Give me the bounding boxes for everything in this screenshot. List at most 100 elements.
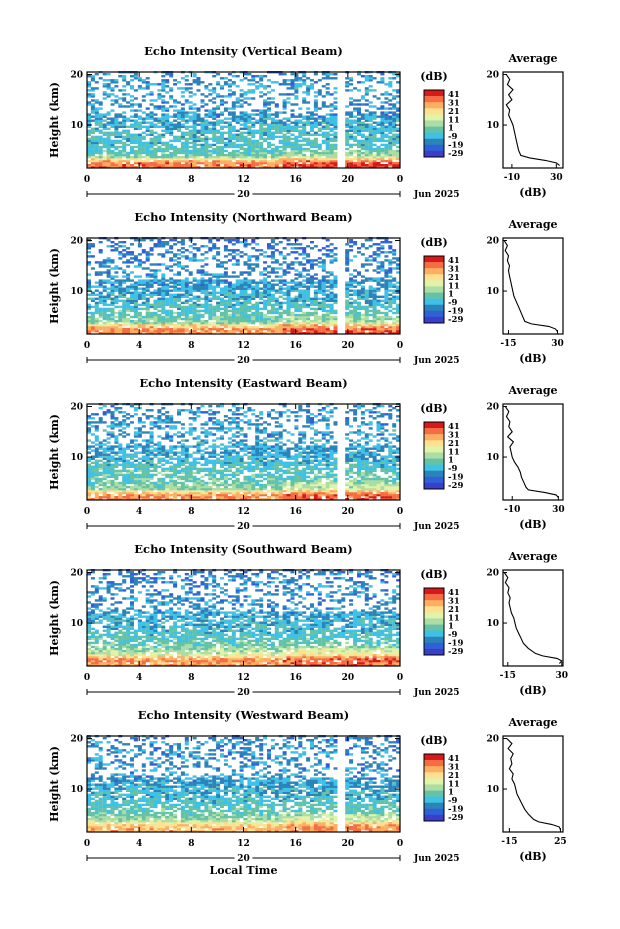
heatmap-cell	[149, 111, 154, 114]
heatmap-cell	[317, 321, 322, 325]
heatmap-cell	[145, 279, 150, 282]
heatmap-cell	[372, 77, 377, 80]
colorbar-segment	[424, 298, 444, 306]
heatmap-cell	[216, 305, 221, 309]
heatmap-cell	[360, 153, 365, 157]
heatmap-cell	[220, 151, 224, 155]
heatmap-cell	[137, 283, 142, 286]
heatmap-cell	[321, 332, 326, 335]
heatmap-cell	[180, 255, 185, 258]
heatmap-cell	[255, 113, 260, 116]
heatmap-cell	[157, 245, 162, 248]
heatmap-cell	[349, 129, 354, 132]
heatmap-cell	[372, 115, 377, 118]
heatmap-cell	[364, 323, 369, 327]
heatmap-cell	[290, 109, 295, 112]
heatmap-cell	[243, 157, 248, 161]
x-tick-label: 8	[188, 175, 194, 185]
heatmap-cell	[353, 139, 358, 143]
heatmap-cell	[294, 330, 299, 333]
heatmap-cell	[188, 149, 193, 153]
heatmap-cell	[247, 255, 252, 258]
heatmap-cell	[130, 283, 134, 286]
heatmap-cell	[317, 319, 322, 323]
heatmap-cell	[247, 89, 252, 92]
heatmap-cell	[231, 157, 236, 161]
heatmap-cell	[212, 97, 217, 100]
heatmap-cell	[220, 137, 224, 141]
heatmap-cell	[114, 115, 119, 118]
heatmap-cell	[294, 299, 299, 302]
heatmap-cell	[290, 115, 295, 118]
heatmap-cell	[317, 151, 322, 155]
heatmap-cell	[220, 133, 224, 136]
heatmap-cell	[188, 319, 193, 323]
heatmap-cell	[325, 285, 330, 288]
heatmap-cell	[122, 153, 127, 157]
heatmap-cell	[306, 293, 311, 296]
heatmap-cell	[298, 247, 303, 250]
heatmap-cell	[235, 309, 240, 313]
heatmap-cell	[157, 327, 162, 331]
heatmap-cell	[188, 309, 193, 313]
heatmap-cell	[130, 103, 134, 106]
heatmap-cell	[325, 166, 330, 169]
heatmap-cell	[180, 145, 185, 149]
heatmap-cell	[180, 119, 185, 122]
heatmap-cell	[345, 143, 350, 147]
heatmap-cell	[380, 93, 385, 96]
heatmap-cell	[263, 267, 268, 270]
heatmap-cell	[169, 125, 174, 128]
heatmap-cell	[392, 321, 397, 325]
heatmap-cell	[380, 157, 385, 161]
heatmap-cell	[357, 283, 361, 286]
heatmap-cell	[102, 125, 107, 128]
heatmap-cell	[317, 93, 322, 96]
heatmap-cell	[165, 249, 170, 252]
heatmap-cell	[368, 493, 373, 497]
heatmap-cell	[192, 317, 197, 321]
heatmap-cell	[141, 498, 146, 501]
heatmap-cell	[235, 129, 240, 132]
heatmap-cell	[259, 147, 264, 151]
heatmap-cell	[274, 291, 279, 294]
heatmap-cell	[392, 123, 397, 126]
heatmap-cell	[126, 247, 131, 250]
heatmap-cell	[294, 491, 299, 495]
heatmap-cell	[161, 125, 166, 128]
heatmap-cell	[345, 89, 350, 92]
heatmap-cell	[380, 265, 385, 268]
heatmap-cell	[98, 285, 103, 288]
heatmap-cell	[270, 289, 275, 292]
heatmap-cell	[106, 281, 111, 284]
heatmap-cell	[122, 287, 127, 290]
heatmap-cell	[368, 166, 373, 169]
heatmap-cell	[333, 259, 338, 262]
heatmap-cell	[235, 75, 240, 78]
heatmap-cell	[133, 145, 138, 149]
heatmap-cell	[313, 133, 318, 136]
heatmap-cell	[353, 325, 358, 329]
heatmap-cell	[345, 159, 350, 163]
heatmap-cell	[223, 496, 228, 499]
heatmap-cell	[204, 103, 209, 106]
heatmap-cell	[106, 157, 111, 161]
heatmap-cell	[102, 73, 107, 76]
heatmap-cell	[94, 121, 99, 124]
heatmap-cell	[157, 119, 162, 122]
heatmap-cell	[94, 155, 99, 159]
heatmap-cell	[360, 330, 365, 333]
heatmap-cell	[87, 321, 91, 325]
heatmap-cell	[153, 151, 158, 155]
heatmap-cell	[396, 496, 401, 499]
heatmap-cell	[372, 330, 377, 333]
heatmap-cell	[110, 261, 115, 264]
heatmap-cell	[161, 287, 166, 290]
heatmap-cell	[372, 325, 377, 329]
heatmap-cell	[290, 325, 295, 329]
heatmap-cell	[360, 141, 365, 145]
heatmap-cell	[118, 315, 123, 319]
heatmap-cell	[188, 325, 193, 329]
heatmap-cell	[110, 315, 115, 319]
heatmap-cell	[353, 149, 358, 153]
